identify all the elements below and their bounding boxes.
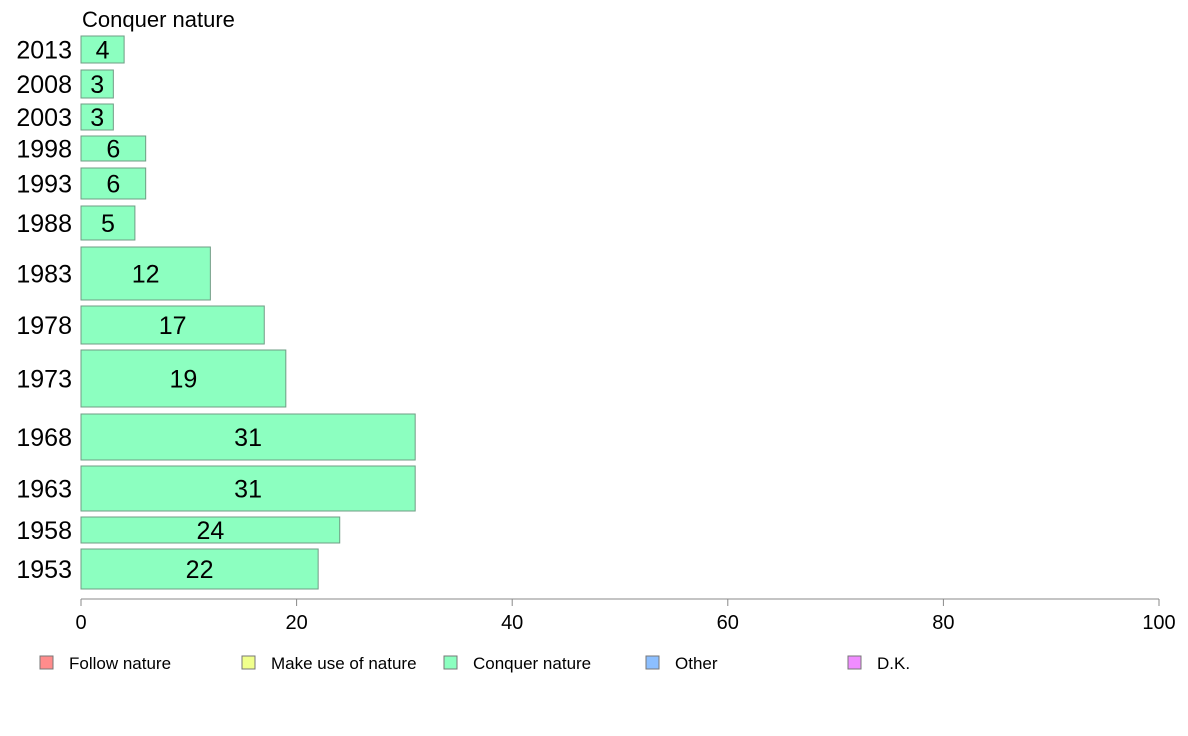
bar-value-label-1973: 19 [170,366,198,394]
bar-1988 [80,205,136,241]
bar-value-label-1953: 22 [186,556,214,584]
y-tick-label-1968: 1968 [16,424,72,452]
bar-value-label-2013: 4 [96,37,110,65]
bar-1978 [80,305,265,345]
y-tick-label-1958: 1958 [16,517,72,545]
bar-value-label-1983: 12 [132,261,160,289]
bar-value-label-1993: 6 [106,171,120,199]
bar-value-label-2008: 3 [90,71,104,99]
y-tick-label-1973: 1973 [16,366,72,394]
x-tick-label-20: 20 [285,612,307,634]
y-tick-label-1993: 1993 [16,171,72,199]
legend-swatch-follow-nature [39,655,54,670]
bar-value-label-1958: 24 [196,517,224,545]
x-tick-label-0: 0 [75,612,86,634]
y-tick-label-1953: 1953 [16,556,72,584]
bar-2013 [80,35,125,64]
y-tick-label-2008: 2008 [16,71,72,99]
legend-label-conquer-nature: Conquer nature [473,654,591,673]
legend-label-d-k-: D.K. [877,654,910,673]
legend-label-follow-nature: Follow nature [69,654,171,673]
bars-group: 4 2013 3 2008 3 2003 6 1998 6 1993 5 1988 12 1983 17 19… [16,35,416,590]
y-tick-label-1963: 1963 [16,476,72,504]
legend-swatch-other [645,655,660,670]
bar-1968 [80,413,416,461]
x-tick-label-80: 80 [932,612,954,634]
y-tick-label-1978: 1978 [16,312,72,340]
bar-1973 [80,349,287,408]
x-tick-label-100: 100 [1142,612,1175,634]
legend-swatch-make-use-of-nature [241,655,256,670]
y-tick-label-1988: 1988 [16,210,72,238]
bar-1983 [80,246,211,301]
bar-2003 [80,103,114,131]
y-tick-label-1998: 1998 [16,136,72,164]
bar-value-label-1998: 6 [106,136,120,164]
x-tick-label-40: 40 [501,612,523,634]
bar-1963 [80,465,416,512]
bar-value-label-1988: 5 [101,210,115,238]
legend-label-make-use-of-nature: Make use of nature [271,654,417,673]
legend-swatch-d-k- [847,655,862,670]
y-tick-label-2003: 2003 [16,104,72,132]
legend-swatch-conquer-nature [443,655,458,670]
bar-value-label-2003: 3 [90,104,104,132]
bar-1998 [80,135,147,162]
bar-value-label-1968: 31 [234,424,262,452]
legend-label-other: Other [675,654,718,673]
bar-1953 [80,548,319,590]
bar-1993 [80,167,147,200]
bar-value-label-1978: 17 [159,312,187,340]
chart-title: Conquer nature [82,7,235,32]
bar-1958 [80,516,341,544]
y-tick-label-1983: 1983 [16,261,72,289]
x-axis: 0 20 40 60 80 100 [75,598,1176,634]
y-tick-label-2013: 2013 [16,37,72,65]
legend: Follow nature Make use of nature Conquer n… [39,654,910,673]
bar-2008 [80,69,114,99]
x-tick-label-60: 60 [717,612,739,634]
bar-value-label-1963: 31 [234,476,262,504]
